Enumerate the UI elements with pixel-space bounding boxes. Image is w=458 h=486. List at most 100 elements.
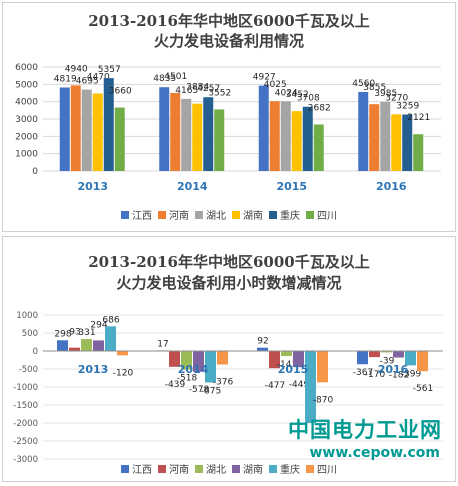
legend-label: 湖北 xyxy=(206,465,226,476)
bar xyxy=(205,351,216,383)
bar xyxy=(93,340,104,351)
y-tick-label: 1000 xyxy=(15,150,38,160)
bar xyxy=(193,351,204,372)
bar xyxy=(70,85,81,171)
data-label: -39 xyxy=(380,356,395,366)
data-label: 17 xyxy=(157,339,168,349)
legend-swatch xyxy=(306,464,314,473)
data-label: 3270 xyxy=(385,93,408,103)
watermark-site-name: 中国电力工业网 xyxy=(288,418,442,442)
data-label: -449 xyxy=(289,380,310,390)
y-tick-label: 1000 xyxy=(16,311,38,321)
y-tick-label: 0 xyxy=(32,167,38,177)
x-tick-label: 2016 xyxy=(378,363,409,376)
legend-swatch xyxy=(232,464,240,473)
bar xyxy=(369,104,380,171)
data-label: 3855 xyxy=(363,83,386,93)
legend-item: 四川 xyxy=(306,207,337,222)
legend-label: 重庆 xyxy=(280,211,300,222)
x-tick-label: 2014 xyxy=(178,363,209,376)
y-tick-label: 2000 xyxy=(15,132,38,142)
data-label: 3884 xyxy=(186,83,209,93)
data-label: 686 xyxy=(102,315,119,325)
chart-title-line2: 火力发电设备利用小时数增减情况 xyxy=(116,274,342,292)
legend-label: 河南 xyxy=(169,465,189,476)
x-tick-label: 2015 xyxy=(276,180,307,193)
x-tick-label: 2015 xyxy=(278,363,309,376)
data-label: -141 xyxy=(277,360,297,370)
y-tick-label: -1000 xyxy=(13,383,38,393)
data-label: 5357 xyxy=(98,65,121,75)
data-label: 3452 xyxy=(286,90,309,100)
data-label: 3552 xyxy=(208,88,231,98)
bar xyxy=(381,351,392,353)
bar xyxy=(258,85,269,171)
bar xyxy=(92,93,103,171)
x-tick-label: 2013 xyxy=(78,363,109,376)
bar xyxy=(413,134,424,171)
legend-item: 湖南 xyxy=(232,461,263,476)
chart-title-line1: 2013-2016年华中地区6000千瓦及以上 xyxy=(88,12,370,30)
chart-legend: 江西 河南 湖北 湖南 重庆 四川 xyxy=(3,207,455,222)
data-label: 2121 xyxy=(407,113,430,123)
data-label: -518 xyxy=(177,374,198,384)
bar xyxy=(393,351,404,358)
legend-swatch xyxy=(232,210,240,219)
bar xyxy=(269,351,280,369)
legend-label: 四川 xyxy=(317,211,337,222)
legend-item: 重庆 xyxy=(269,207,300,222)
data-label: 3985 xyxy=(374,89,397,99)
legend-swatch xyxy=(269,464,277,473)
bar xyxy=(217,351,228,365)
data-label: 92 xyxy=(257,337,268,347)
y-tick-label: 5000 xyxy=(15,80,38,90)
bar xyxy=(170,92,181,171)
y-tick-label: 4000 xyxy=(15,98,38,108)
legend-label: 四川 xyxy=(317,465,337,476)
chart-title-line1: 2013-2016年华中地区6000千瓦及以上 xyxy=(88,253,370,271)
legend-item: 四川 xyxy=(306,461,337,476)
y-tick-label: -3000 xyxy=(13,455,38,465)
legend-item: 湖南 xyxy=(232,207,263,222)
y-tick-label: 3000 xyxy=(15,115,38,125)
data-label: 4695 xyxy=(76,77,99,87)
bar xyxy=(369,351,380,358)
data-label: 4819 xyxy=(54,74,77,84)
data-label: -376 xyxy=(213,378,234,388)
legend-item: 江西 xyxy=(121,461,152,476)
bar xyxy=(280,101,291,171)
bar xyxy=(380,101,391,171)
data-label: -120 xyxy=(113,368,134,378)
data-label: 3259 xyxy=(396,102,419,112)
chart-panel-change: 2013-2016年华中地区6000千瓦及以上 火力发电设备利用小时数增减情况 … xyxy=(2,236,456,482)
x-tick-label: 2016 xyxy=(376,180,407,193)
bar xyxy=(103,78,114,171)
change-bar-chart: 1000 500 0 -500 -1000 -1500 -2000 -2500 -3000 298… xyxy=(13,311,443,465)
legend-swatch xyxy=(121,210,129,219)
x-tick-label: 2013 xyxy=(77,180,108,193)
legend-label: 江西 xyxy=(132,465,152,476)
legend-item: 重庆 xyxy=(269,461,300,476)
y-tick-label: -2500 xyxy=(13,437,38,447)
bar xyxy=(305,351,316,423)
bar xyxy=(117,351,128,356)
bar xyxy=(257,347,268,351)
chart-legend: 江西 河南 湖北 湖南 重庆 四川 xyxy=(3,461,455,476)
chart-title-line2: 火力发电设备利用情况 xyxy=(153,32,304,50)
bar xyxy=(81,339,92,351)
legend-label: 湖北 xyxy=(206,211,226,222)
legend-swatch xyxy=(269,210,277,219)
bar xyxy=(181,98,192,171)
data-label: 4940 xyxy=(65,64,88,74)
y-tick-label: -500 xyxy=(19,365,38,375)
legend-swatch xyxy=(158,210,166,219)
data-label: -477 xyxy=(265,381,285,391)
data-label: -561 xyxy=(413,384,433,394)
data-label: 2682 xyxy=(308,104,331,114)
bar xyxy=(203,97,214,171)
bar xyxy=(358,91,369,171)
data-label: 4470 xyxy=(87,73,110,83)
legend-swatch xyxy=(121,464,129,473)
legend-label: 湖南 xyxy=(243,465,263,476)
watermark-url: www.cepow.com xyxy=(309,445,440,461)
